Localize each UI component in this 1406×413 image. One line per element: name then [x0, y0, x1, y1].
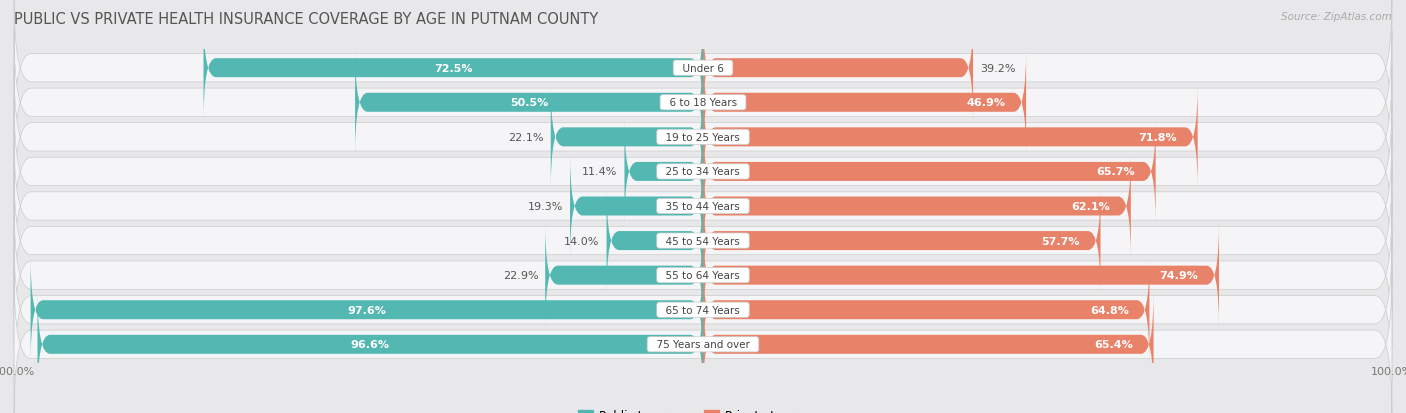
- Text: 46.9%: 46.9%: [966, 98, 1005, 108]
- Text: 74.9%: 74.9%: [1160, 271, 1198, 280]
- FancyBboxPatch shape: [703, 85, 1198, 190]
- Text: 35 to 44 Years: 35 to 44 Years: [659, 202, 747, 211]
- Text: 22.1%: 22.1%: [509, 133, 544, 142]
- FancyBboxPatch shape: [703, 16, 973, 121]
- Text: 65.7%: 65.7%: [1097, 167, 1135, 177]
- Text: 57.7%: 57.7%: [1042, 236, 1080, 246]
- FancyBboxPatch shape: [546, 223, 703, 328]
- FancyBboxPatch shape: [703, 188, 1101, 294]
- Text: 96.6%: 96.6%: [350, 339, 389, 349]
- FancyBboxPatch shape: [703, 50, 1026, 156]
- FancyBboxPatch shape: [38, 292, 703, 397]
- Text: 50.5%: 50.5%: [510, 98, 548, 108]
- Legend: Public Insurance, Private Insurance: Public Insurance, Private Insurance: [574, 404, 832, 413]
- FancyBboxPatch shape: [14, 238, 1392, 382]
- FancyBboxPatch shape: [14, 134, 1392, 279]
- Text: 71.8%: 71.8%: [1139, 133, 1177, 142]
- Text: 62.1%: 62.1%: [1071, 202, 1111, 211]
- FancyBboxPatch shape: [31, 257, 703, 363]
- FancyBboxPatch shape: [703, 154, 1130, 259]
- FancyBboxPatch shape: [14, 65, 1392, 210]
- FancyBboxPatch shape: [356, 50, 703, 156]
- FancyBboxPatch shape: [14, 169, 1392, 313]
- FancyBboxPatch shape: [703, 257, 1150, 363]
- FancyBboxPatch shape: [703, 292, 1153, 397]
- FancyBboxPatch shape: [703, 119, 1156, 225]
- Text: 64.8%: 64.8%: [1090, 305, 1129, 315]
- FancyBboxPatch shape: [551, 85, 703, 190]
- Text: 65 to 74 Years: 65 to 74 Years: [659, 305, 747, 315]
- Text: 39.2%: 39.2%: [980, 64, 1015, 74]
- Text: 22.9%: 22.9%: [503, 271, 538, 280]
- Text: 25 to 34 Years: 25 to 34 Years: [659, 167, 747, 177]
- FancyBboxPatch shape: [14, 0, 1392, 140]
- FancyBboxPatch shape: [204, 16, 703, 121]
- Text: 14.0%: 14.0%: [564, 236, 599, 246]
- Text: 19 to 25 Years: 19 to 25 Years: [659, 133, 747, 142]
- FancyBboxPatch shape: [703, 223, 1219, 328]
- FancyBboxPatch shape: [14, 100, 1392, 244]
- Text: 75 Years and over: 75 Years and over: [650, 339, 756, 349]
- Text: 11.4%: 11.4%: [582, 167, 617, 177]
- FancyBboxPatch shape: [14, 203, 1392, 348]
- Text: 72.5%: 72.5%: [434, 64, 472, 74]
- FancyBboxPatch shape: [624, 119, 703, 225]
- FancyBboxPatch shape: [606, 188, 703, 294]
- Text: PUBLIC VS PRIVATE HEALTH INSURANCE COVERAGE BY AGE IN PUTNAM COUNTY: PUBLIC VS PRIVATE HEALTH INSURANCE COVER…: [14, 12, 599, 27]
- Text: 65.4%: 65.4%: [1094, 339, 1133, 349]
- FancyBboxPatch shape: [14, 31, 1392, 175]
- FancyBboxPatch shape: [569, 154, 703, 259]
- Text: 6 to 18 Years: 6 to 18 Years: [662, 98, 744, 108]
- Text: 55 to 64 Years: 55 to 64 Years: [659, 271, 747, 280]
- Text: 19.3%: 19.3%: [527, 202, 564, 211]
- Text: 45 to 54 Years: 45 to 54 Years: [659, 236, 747, 246]
- Text: 97.6%: 97.6%: [347, 305, 387, 315]
- Text: Under 6: Under 6: [676, 64, 730, 74]
- Text: Source: ZipAtlas.com: Source: ZipAtlas.com: [1281, 12, 1392, 22]
- FancyBboxPatch shape: [14, 273, 1392, 413]
